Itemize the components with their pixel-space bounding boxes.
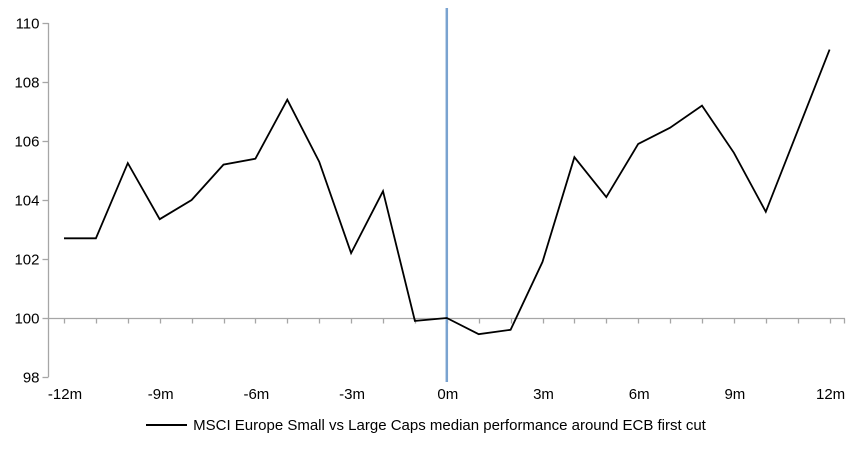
y-axis-tick-label: 108 (14, 75, 39, 92)
x-axis-tick-label: 3m (533, 386, 554, 403)
y-axis-tick-label: 106 (14, 134, 39, 151)
y-axis-tick-label: 110 (16, 16, 40, 33)
y-axis-tick-label: 104 (14, 193, 39, 210)
series-line (64, 49, 831, 336)
x-axis-tick-label: -3m (339, 386, 365, 403)
x-axis-tick-label: -9m (148, 386, 174, 403)
x-axis-tick-label: -12m (48, 386, 82, 403)
legend-label: MSCI Europe Small vs Large Caps median p… (193, 416, 706, 434)
y-axis-tick-label: 102 (14, 252, 39, 269)
x-axis-tick-label: 0m (437, 386, 458, 403)
legend-line-swatch (146, 424, 188, 426)
legend: MSCI Europe Small vs Large Caps median p… (0, 414, 852, 436)
y-axis-tick-label: 98 (23, 370, 40, 387)
x-axis-tick-label: 6m (629, 386, 650, 403)
x-axis-tick-label: 9m (724, 386, 745, 403)
x-axis-tick-label: 12m (816, 386, 845, 403)
x-axis-tick-label: -6m (243, 386, 269, 403)
y-axis-tick-label: 100 (14, 311, 39, 328)
